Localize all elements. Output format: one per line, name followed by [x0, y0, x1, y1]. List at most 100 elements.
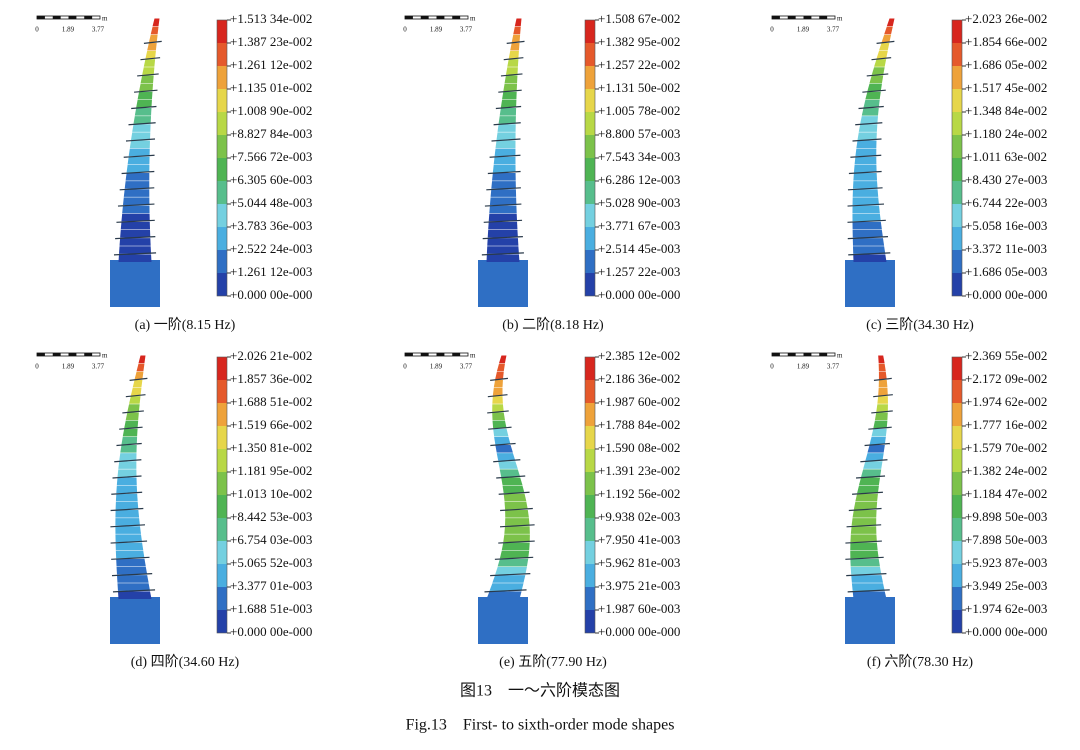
- tower-segment: [867, 83, 882, 92]
- tower-segment: [115, 510, 140, 518]
- tower-segment: [495, 371, 504, 380]
- tower-segment: [852, 246, 886, 254]
- shed: [506, 40, 525, 44]
- tower-segment: [147, 42, 157, 51]
- legend-label: +1.513 34e-002: [230, 11, 312, 26]
- tower-segment: [852, 221, 882, 230]
- scale-unit: m: [470, 352, 476, 360]
- shed: [498, 540, 535, 544]
- shed: [873, 394, 893, 398]
- legend-label: +1.181 95e-002: [230, 463, 312, 478]
- shed: [864, 442, 890, 447]
- tower-segment: [492, 396, 503, 404]
- shed: [487, 410, 509, 414]
- legend-label: +7.950 41e-003: [598, 532, 680, 547]
- tower-segment: [871, 67, 885, 75]
- tower-segment: [129, 396, 141, 404]
- colorbar-segment: [952, 541, 962, 564]
- shed: [482, 236, 523, 240]
- tower-segment: [499, 469, 521, 477]
- tower-segment: [852, 238, 885, 246]
- tower-segment: [853, 501, 878, 510]
- colorbar-segment: [217, 564, 227, 587]
- tower-segment: [501, 477, 523, 486]
- shed: [113, 252, 157, 256]
- tower-segment: [492, 412, 505, 421]
- tower-segment: [860, 116, 878, 124]
- legend-label: +1.350 81e-002: [230, 440, 312, 455]
- shed: [871, 410, 893, 414]
- tower-segment: [514, 18, 522, 27]
- tower-segment: [510, 42, 520, 51]
- figure-caption-en: Fig.13 First- to sixth-order mode shapes: [406, 717, 675, 734]
- colorbar-segment: [217, 135, 227, 158]
- tower-segment: [129, 140, 150, 149]
- tower-segment: [851, 575, 884, 583]
- legend-label: +1.590 08e-002: [598, 440, 680, 455]
- tower-segment: [865, 453, 884, 461]
- legend-label: +1.517 45e-002: [965, 80, 1047, 95]
- scale-bar-segment: [803, 16, 812, 19]
- shed: [123, 154, 155, 158]
- colorbar-segment: [952, 426, 962, 449]
- tower-segment: [497, 558, 529, 567]
- tower-segment: [854, 156, 877, 165]
- tower-segment: [852, 205, 880, 214]
- colorbar-segment: [952, 273, 962, 296]
- scale-bar-segment: [772, 16, 780, 19]
- legend-label: +2.522 24e-003: [230, 241, 312, 256]
- legend-label: +3.949 25e-003: [965, 578, 1047, 593]
- tower-segment: [121, 213, 150, 222]
- tower-segment: [869, 436, 886, 445]
- tower-segment: [124, 181, 150, 189]
- shed: [112, 475, 142, 479]
- tower-segment: [132, 379, 143, 388]
- tower-segment: [855, 493, 878, 502]
- colorbar-segment: [217, 380, 227, 403]
- legend-label: +6.305 60e-003: [230, 172, 312, 187]
- tower-segment: [490, 189, 517, 197]
- tower-segment: [865, 91, 881, 100]
- legend-label: +0.000 00e-000: [598, 287, 680, 302]
- tower-segment: [853, 164, 877, 173]
- scale-bar-segment: [84, 16, 93, 19]
- shed: [483, 219, 523, 223]
- colorbar-segment: [952, 89, 962, 112]
- colorbar-segment: [217, 181, 227, 204]
- colorbar-segment: [585, 89, 595, 112]
- legend-label: +1.184 47e-002: [965, 486, 1047, 501]
- colorbar-segment: [952, 112, 962, 135]
- shed: [119, 426, 143, 430]
- panel-caption: (c) 三阶(34.30 Hz): [866, 317, 974, 333]
- shed: [847, 219, 886, 223]
- colorbar-segment: [217, 587, 227, 610]
- legend-label: +1.579 70e-002: [965, 440, 1047, 455]
- tower-segment: [511, 34, 521, 43]
- scale-bar-segment: [420, 16, 429, 19]
- legend-label: +5.044 48e-003: [230, 195, 312, 210]
- colorbar-segment: [952, 43, 962, 66]
- legend-label: +0.000 00e-000: [965, 287, 1047, 302]
- scale-bar-segment: [52, 353, 61, 356]
- legend-label: +1.005 78e-002: [598, 103, 680, 118]
- legend-label: +8.800 57e-003: [598, 126, 680, 141]
- scale-tick-label: 3.77: [460, 363, 473, 371]
- tower-segment: [499, 550, 530, 559]
- legend-label: +1.788 84e-002: [598, 417, 680, 432]
- shed: [112, 589, 156, 593]
- legend-label: +1.180 24e-002: [965, 126, 1047, 141]
- shed: [846, 573, 887, 577]
- tower-segment: [118, 246, 152, 254]
- panel-caption: (a) 一阶(8.15 Hz): [135, 317, 236, 333]
- tower-segment: [131, 132, 151, 140]
- shed: [484, 203, 522, 207]
- tower-segment: [491, 181, 516, 189]
- colorbar-segment: [585, 158, 595, 181]
- tower-segment: [867, 444, 885, 453]
- legend-label: +0.000 00e-000: [965, 624, 1047, 639]
- shed: [493, 122, 521, 126]
- tower-segment: [861, 469, 882, 477]
- legend-label: +0.000 00e-000: [598, 624, 680, 639]
- colorbar-segment: [585, 380, 595, 403]
